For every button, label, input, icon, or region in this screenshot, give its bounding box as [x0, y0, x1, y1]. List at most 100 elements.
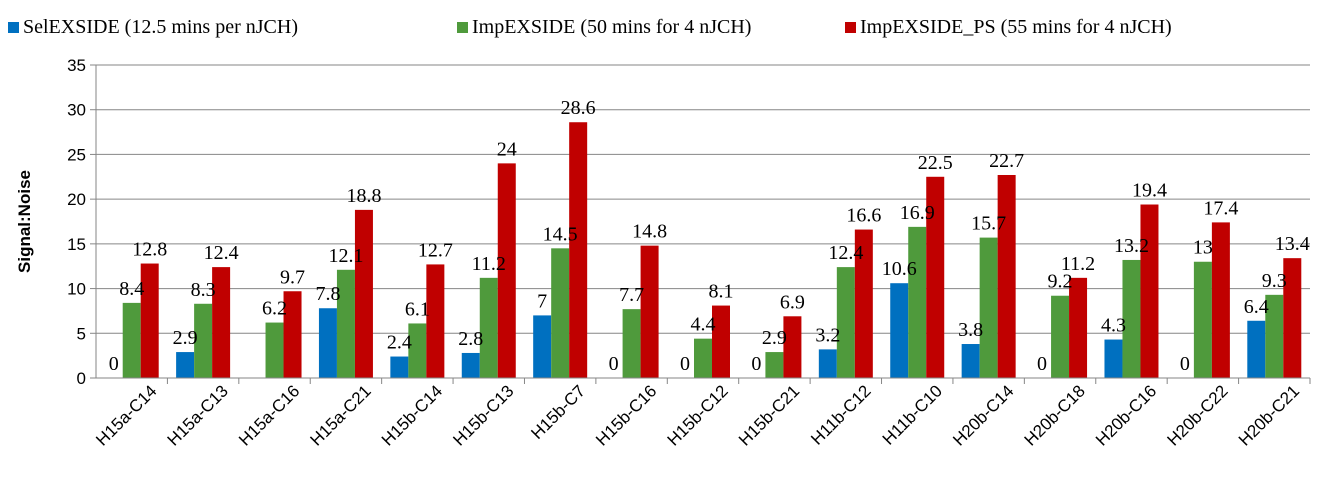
bar-2: [1265, 294, 1284, 378]
bar-1: [961, 344, 980, 378]
legend-swatch: [845, 22, 856, 33]
bar-3: [354, 209, 373, 378]
x-category-label: H15b-C12: [664, 381, 732, 449]
y-tick-label: 20: [67, 190, 86, 209]
bar-3: [497, 163, 516, 378]
bar-2: [1051, 295, 1070, 378]
x-category-label: H15b-C16: [592, 381, 660, 449]
data-label: 8.4: [119, 278, 144, 300]
bar-3: [783, 316, 802, 378]
data-label: 11.2: [1061, 253, 1095, 275]
x-axis-categories: H15a-C14 H15a-C13 H15a-C16 H15a-C21 H15b-C14…: [92, 381, 1303, 449]
bar-3: [426, 264, 445, 378]
bar-1: [318, 308, 337, 378]
bar-3: [1283, 258, 1302, 378]
data-label: 12.4: [828, 242, 863, 264]
data-label: 28.6: [561, 97, 596, 119]
bar-1: [461, 352, 480, 378]
x-category-label: H15b-C21: [735, 381, 803, 449]
bar-1: [890, 283, 909, 378]
x-category-label: H20b-C18: [1021, 381, 1089, 449]
bar-2: [265, 322, 284, 378]
data-label: 0: [680, 353, 690, 375]
y-axis-label: Signal:Noise: [15, 170, 34, 273]
bar-2: [122, 302, 141, 378]
bar-2: [836, 267, 855, 378]
data-label: 16.9: [900, 202, 935, 224]
legend-swatch: [8, 22, 19, 33]
data-label: 13.4: [1275, 233, 1310, 255]
x-category-label: H20b-C21: [1235, 381, 1303, 449]
bar-3: [1140, 204, 1159, 378]
x-category-label: H15a-C16: [235, 381, 303, 449]
bar-1: [1104, 339, 1123, 378]
bar-2: [336, 269, 355, 378]
data-label: 22.7: [989, 150, 1024, 172]
bar-2: [622, 309, 641, 378]
bar-2: [908, 226, 927, 378]
bar-2: [408, 323, 427, 378]
x-category-label: H15b-C7: [527, 381, 589, 443]
x-category-label: H20b-C14: [949, 381, 1017, 449]
data-label: 2.9: [173, 327, 198, 349]
bar-2: [551, 248, 570, 378]
bar-3: [712, 305, 730, 378]
data-label: 4.3: [1101, 315, 1126, 337]
bar-2: [1193, 261, 1212, 378]
data-label: 13.2: [1114, 235, 1149, 257]
data-label: 7.8: [315, 283, 340, 305]
data-label: 18.8: [346, 185, 381, 207]
data-label: 0: [109, 353, 119, 375]
data-label: 0: [609, 353, 619, 375]
x-category-label: H15a-C14: [92, 381, 160, 449]
x-category-label: H15b-C13: [449, 381, 517, 449]
data-label: 6.2: [262, 298, 287, 320]
y-tick-label: 25: [67, 145, 86, 164]
x-category-label: H11b-C10: [879, 381, 946, 448]
bar-1: [390, 356, 409, 378]
data-label: 7.7: [619, 284, 644, 306]
data-label: 15.7: [971, 213, 1006, 235]
x-category-label: H15a-C21: [307, 381, 375, 449]
data-label: 22.5: [918, 152, 953, 174]
x-category-label: H15a-C13: [164, 381, 232, 449]
bar-3: [569, 122, 588, 378]
bars: [122, 122, 1311, 384]
bar-1: [176, 352, 195, 378]
data-label: 2.8: [458, 328, 483, 350]
legend: SelEXSIDE (12.5 mins per nJCH) ImpEXSIDE …: [8, 16, 1172, 38]
bar-3: [997, 174, 1016, 378]
data-label: 0: [751, 353, 761, 375]
data-label: 9.7: [280, 266, 305, 288]
x-category-label: H20b-C22: [1163, 381, 1231, 449]
y-tick-label: 35: [67, 56, 86, 75]
y-axis-ticks: 0 5 10 15 20 25 30 35: [67, 56, 97, 388]
data-label: 9.2: [1048, 271, 1073, 293]
legend-label: ImpEXSIDE (50 mins for 4 nJCH): [472, 16, 751, 38]
data-label: 0: [1180, 353, 1190, 375]
bar-3: [140, 263, 159, 378]
data-label: 19.4: [1132, 180, 1167, 202]
legend-swatch: [457, 22, 468, 33]
x-category-label: H11b-C12: [807, 381, 874, 448]
legend-label: ImpEXSIDE_PS (55 mins for 4 nJCH): [860, 16, 1172, 38]
data-label: 3.8: [958, 319, 983, 341]
data-label: 14.8: [632, 221, 667, 243]
data-label: 12.1: [328, 245, 363, 267]
bar-1: [533, 315, 552, 378]
data-label: 3.2: [815, 324, 840, 346]
data-label: 16.6: [846, 205, 881, 227]
bar-2: [765, 352, 784, 378]
data-label: 8.1: [709, 281, 734, 303]
bar-3: [1211, 222, 1230, 378]
data-label: 2.9: [762, 327, 787, 349]
bar-2: [194, 303, 213, 378]
data-label: 2.4: [387, 332, 412, 354]
y-tick-label: 30: [67, 101, 86, 120]
bar-3: [640, 245, 659, 378]
data-labels: 0 8.4 12.8 2.9 8.3 12.4 6.2 9.7 7.8 12.1 18.8 2.4 6.…: [109, 97, 1310, 375]
data-label: 0: [1037, 353, 1047, 375]
data-label: 6.1: [405, 298, 430, 320]
data-label: 10.6: [882, 258, 917, 280]
